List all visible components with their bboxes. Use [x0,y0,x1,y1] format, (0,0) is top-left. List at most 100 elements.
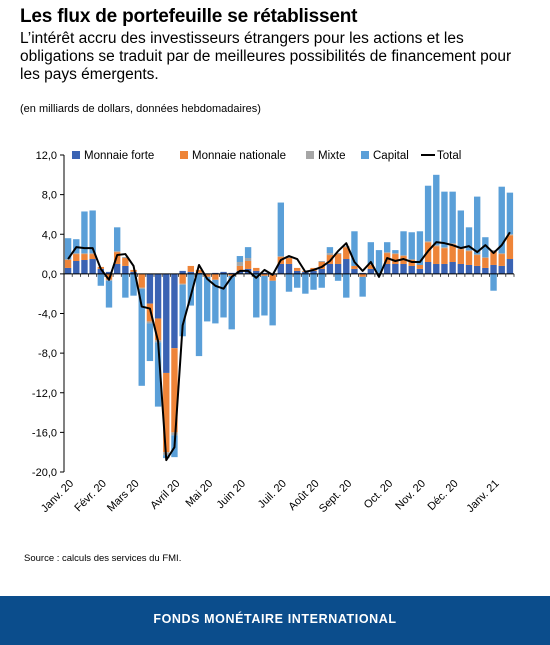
bar-monnaie-forte-21 [236,270,244,274]
bar-capital-21 [236,256,244,262]
bar-monnaie-nationale-14 [179,273,186,284]
bar-capital-16 [195,273,203,357]
x-tick-label: Août 20 [286,478,321,513]
bar-capital-41 [400,231,407,256]
bar-mixte-2 [81,253,88,255]
bar-capital-31 [318,273,325,288]
bar-capital-27 [285,273,293,292]
bar-monnaie-forte-31 [318,268,325,274]
bar-capital-38 [375,250,383,273]
bar-mixte-32 [326,253,334,256]
bar-mixte-47 [449,243,456,245]
legend-swatch-capital [361,151,369,159]
x-tick-label: Juin 20 [214,478,248,512]
bar-mixte-45 [433,245,440,247]
bar-capital-46 [441,191,448,248]
x-tick-label: Oct. 20 [362,478,396,512]
x-tick-label: Mai 20 [183,478,215,510]
legend-label-monnaie-forte: Monnaie forte [84,150,154,162]
bar-capital-23 [253,273,260,318]
bar-mixte-21 [236,261,244,266]
y-tick-label: -16,0 [32,427,57,439]
bar-monnaie-forte-14 [179,270,186,274]
bar-monnaie-nationale-37 [367,264,375,269]
bar-mixte-6 [113,251,121,253]
bar-capital-33 [334,273,342,281]
bar-capital-40 [392,250,399,254]
bar-capital-39 [383,242,391,253]
bar-mixte-51 [482,257,489,259]
bar-capital-32 [326,247,334,254]
bar-capital-14 [179,284,186,337]
bar-mixte-52 [490,250,497,252]
bar-capital-48 [457,210,465,249]
bar-monnaie-forte-4 [97,268,105,274]
bar-capital-15 [187,273,195,306]
bar-monnaie-forte-48 [457,263,465,274]
bar-monnaie-nationale-36 [359,273,366,277]
bar-monnaie-nationale-40 [392,254,399,264]
bar-monnaie-forte-51 [482,267,489,274]
legend-label-capital: Capital [373,150,409,162]
bar-monnaie-forte-47 [449,261,456,274]
bar-layer [64,174,514,459]
bar-mixte-44 [424,241,432,243]
bar-mixte-22 [244,258,252,261]
bar-monnaie-forte-40 [392,263,399,274]
bar-monnaie-nationale-45 [433,246,440,264]
bar-monnaie-nationale-20 [228,273,235,276]
bar-monnaie-forte-50 [473,265,481,274]
bar-monnaie-forte-37 [367,268,375,274]
bar-mixte-39 [383,252,391,254]
bar-mixte-9 [138,287,145,289]
bar-monnaie-nationale-27 [285,258,293,264]
bar-mixte-7 [122,257,129,259]
bar-monnaie-forte-8 [130,271,137,274]
bar-monnaie-nationale-48 [457,249,465,264]
x-tick-label: Sept. 20 [317,478,354,515]
bar-monnaie-forte-45 [433,263,440,274]
bar-mixte-42 [408,259,415,261]
bar-capital-8 [130,273,137,296]
bar-capital-47 [449,191,456,244]
bar-capital-54 [506,192,514,235]
y-tick-label: 0,0 [42,269,57,281]
bar-capital-37 [367,242,375,264]
bar-monnaie-nationale-13 [171,348,178,433]
bar-monnaie-forte-6 [113,263,121,274]
bar-capital-0 [64,238,72,260]
bar-capital-30 [310,273,317,290]
bar-mixte-31 [318,261,325,262]
bar-monnaie-forte-52 [490,264,497,274]
bar-mixte-41 [400,255,407,257]
x-tick-label: Déc. 20 [425,478,460,513]
chart-units: (en milliards de dollars, données hebdom… [20,103,261,115]
source-note: Source : calculs des services du FMI. [24,553,182,564]
bar-mixte-10 [146,321,154,324]
legend-label-total: Total [437,150,461,162]
bar-monnaie-nationale-7 [122,258,129,266]
bar-monnaie-nationale-31 [318,261,325,269]
bar-monnaie-nationale-15 [187,265,195,272]
bar-monnaie-nationale-11 [154,318,162,341]
x-tick-label: Juil. 20 [256,478,289,511]
bar-monnaie-forte-46 [441,263,448,274]
bar-capital-11 [154,342,162,407]
bar-capital-3 [89,210,96,254]
bar-mixte-49 [465,250,473,252]
bar-mixte-40 [392,253,399,255]
bar-capital-53 [498,186,505,254]
bar-capital-5 [105,280,113,308]
y-tick-label: -20,0 [32,467,57,479]
bar-mixte-54 [506,234,514,236]
bar-capital-42 [408,232,415,260]
bar-monnaie-nationale-2 [81,254,88,260]
bar-monnaie-nationale-1 [73,254,80,261]
y-tick-label: 4,0 [42,229,57,241]
bar-monnaie-nationale-43 [416,264,424,269]
bar-capital-45 [433,174,440,246]
bar-mixte-37 [367,263,375,265]
bar-monnaie-nationale-50 [473,255,481,266]
bar-monnaie-forte-54 [506,259,514,274]
total-line [67,231,511,462]
